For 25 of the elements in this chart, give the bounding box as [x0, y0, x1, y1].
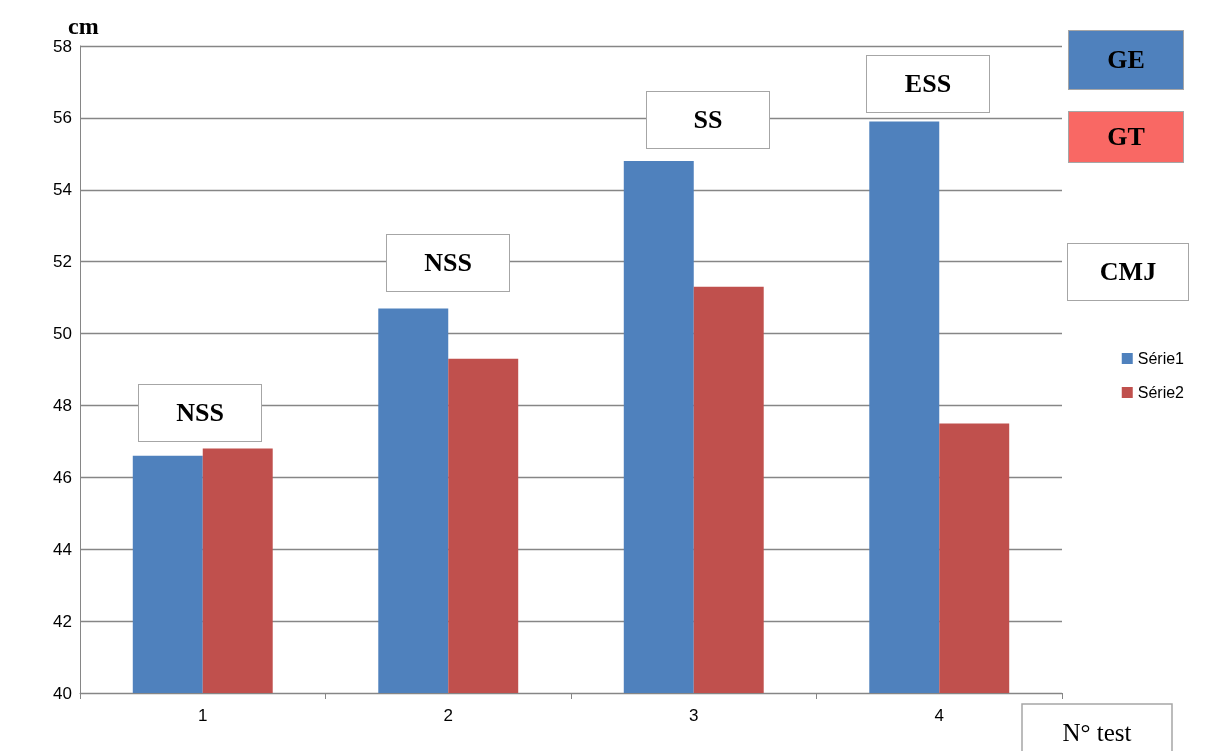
- x-tick-label: 1: [198, 706, 208, 725]
- text-box: SS: [646, 91, 770, 149]
- text-box: CMJ: [1067, 243, 1189, 301]
- text-box: GE: [1068, 30, 1184, 90]
- legend-label: Série2: [1137, 384, 1185, 401]
- text-box: NSS: [138, 384, 262, 442]
- x-tick-label: 3: [689, 706, 699, 725]
- x-tick-label: 2: [443, 706, 453, 725]
- y-tick-label: 42: [53, 611, 72, 631]
- legend-label: Série1: [1137, 350, 1185, 367]
- y-tick-label: 40: [53, 683, 72, 703]
- text-box: ESS: [866, 55, 990, 113]
- text-box: NSS: [386, 234, 510, 292]
- y-tick-label: 50: [53, 324, 72, 344]
- y-tick-label: 52: [53, 252, 72, 272]
- y-tick-label: 56: [53, 108, 72, 128]
- y-tick-label: 46: [53, 467, 72, 487]
- x-tick-label: 4: [934, 706, 944, 725]
- y-axis-title: cm: [68, 13, 99, 39]
- y-tick-label: 58: [53, 36, 72, 56]
- y-tick-label: 48: [53, 395, 72, 415]
- text-box: GT: [1068, 111, 1184, 163]
- y-tick-label: 44: [53, 539, 72, 559]
- y-tick-label: 54: [53, 180, 72, 200]
- x-axis-title: N° test: [1062, 718, 1132, 746]
